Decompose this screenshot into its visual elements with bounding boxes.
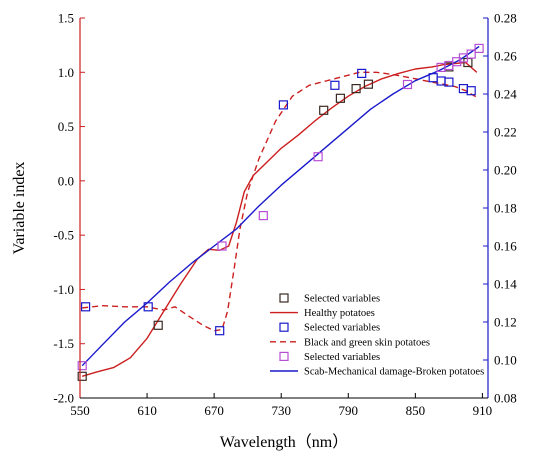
legend-label: Healthy potatoes — [304, 308, 375, 319]
selected-variable-marker-1 — [143, 302, 153, 312]
left-tick-label: -2.0 — [53, 391, 74, 406]
x-tick-label: 790 — [339, 403, 359, 418]
legend-label: Black and green skin potatoes — [304, 337, 430, 348]
right-tick-label: 0.08 — [494, 391, 517, 406]
selected-variable-marker-2 — [313, 152, 323, 162]
y-axis-title: Variable index — [11, 162, 28, 255]
legend-marker — [279, 322, 289, 332]
right-tick-label: 0.26 — [494, 49, 517, 64]
left-tick-label: -1.0 — [53, 282, 74, 297]
legend-label: Selected variables — [304, 294, 380, 305]
right-tick-label: 0.22 — [494, 125, 517, 140]
right-tick-label: 0.20 — [494, 163, 517, 178]
series-line-2 — [81, 45, 480, 367]
left-tick-label: 1.0 — [58, 65, 74, 80]
selected-variable-marker-1 — [466, 86, 476, 96]
right-axis-ticks: 0.08 0.10 0.12 0.14 0.16 0.18 0.20 0.22 0.24 0.26… — [483, 11, 517, 406]
legend-label: Scab-Mechanical damage-Broken potatoes — [304, 367, 484, 378]
left-tick-label: -0.5 — [53, 228, 74, 243]
selected-variable-marker-2 — [466, 49, 476, 59]
x-tick-label: 910 — [473, 403, 493, 418]
marker-layer — [77, 43, 484, 381]
selected-variable-marker-0 — [319, 105, 329, 115]
left-tick-label: 0.0 — [58, 173, 74, 188]
selected-variable-marker-1 — [215, 326, 225, 336]
series-line-1 — [82, 71, 478, 332]
right-tick-label: 0.16 — [494, 239, 517, 254]
x-axis-title: Wavelength（nm） — [220, 433, 348, 451]
right-tick-label: 0.18 — [494, 201, 517, 216]
x-tick-label: 670 — [204, 403, 224, 418]
selected-variable-marker-2 — [217, 241, 227, 251]
right-tick-label: 0.10 — [494, 353, 517, 368]
right-tick-label: 0.14 — [494, 277, 517, 292]
x-tick-label: 730 — [271, 403, 291, 418]
x-tick-label: 850 — [406, 403, 426, 418]
selected-variable-marker-2 — [258, 211, 268, 221]
selected-variable-marker-1 — [80, 302, 91, 312]
selected-variable-marker-0 — [77, 371, 87, 381]
legend-label: Selected variables — [304, 323, 380, 334]
selected-variable-marker-1 — [444, 77, 454, 87]
selected-variable-marker-1 — [330, 80, 340, 90]
selected-variable-marker-0 — [335, 93, 345, 103]
x-tick-label: 610 — [137, 403, 157, 418]
selected-variable-marker-1 — [357, 68, 367, 79]
legend-marker — [279, 351, 289, 361]
selected-variable-marker-2 — [77, 361, 87, 371]
right-tick-label: 0.12 — [494, 315, 517, 330]
selected-variable-marker-1 — [278, 100, 288, 110]
x-axis-ticks: 550 610 670 730 790 850 910 — [70, 393, 492, 418]
left-tick-label: 1.5 — [58, 11, 74, 26]
left-axis-ticks: -2.0 -1.5 -1.0 -0.5 0.0 0.5 1.0 1.5 — [53, 11, 85, 406]
left-tick-label: -1.5 — [53, 336, 74, 351]
right-tick-label: 0.24 — [494, 87, 517, 102]
x-tick-label: 550 — [70, 403, 90, 418]
legend-label: Selected variables — [304, 352, 380, 363]
selected-variable-marker-2 — [402, 79, 413, 90]
series-line-0 — [81, 61, 478, 377]
right-tick-label: 0.28 — [494, 11, 517, 26]
selected-variable-marker-0 — [351, 83, 361, 94]
legend: Selected variables Healthy potatoes Select… — [270, 293, 484, 378]
selected-variable-marker-0 — [363, 79, 373, 89]
selected-variable-marker-2 — [474, 43, 484, 54]
legend-marker — [279, 293, 289, 303]
left-tick-label: 0.5 — [58, 119, 74, 134]
selected-variable-marker-0 — [153, 320, 163, 330]
series-layer — [81, 45, 480, 377]
